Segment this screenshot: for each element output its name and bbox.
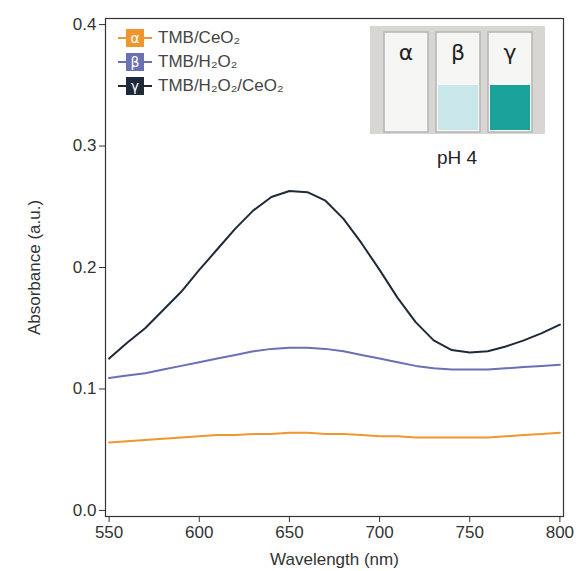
svg-text:β: β bbox=[451, 40, 465, 65]
svg-text:pH 4: pH 4 bbox=[437, 147, 478, 168]
html-text:TMB/H₂O₂/CeO₂: TMB/H₂O₂/CeO₂ bbox=[158, 76, 284, 95]
html-text:γ: γ bbox=[130, 78, 140, 94]
svg-text:0.3: 0.3 bbox=[73, 136, 97, 155]
svg-text:α: α bbox=[399, 40, 414, 65]
svg-text:γ: γ bbox=[503, 40, 516, 65]
svg-text:0.2: 0.2 bbox=[73, 258, 97, 277]
html-text:α: α bbox=[130, 30, 140, 46]
svg-text:550: 550 bbox=[95, 523, 123, 542]
svg-text:650: 650 bbox=[275, 523, 303, 542]
html-text:TMB/H₂O₂: TMB/H₂O₂ bbox=[158, 52, 238, 71]
svg-text:800: 800 bbox=[546, 523, 574, 542]
svg-text:0.4: 0.4 bbox=[73, 15, 97, 34]
svg-text:0.1: 0.1 bbox=[73, 379, 97, 398]
svg-text:Wavelength (nm): Wavelength (nm) bbox=[270, 550, 399, 569]
svg-text:600: 600 bbox=[185, 523, 213, 542]
html-text:β: β bbox=[130, 54, 140, 70]
svg-text:Absorbance (a.u.): Absorbance (a.u.) bbox=[25, 200, 44, 335]
svg-text:0.0: 0.0 bbox=[73, 501, 97, 520]
svg-text:750: 750 bbox=[456, 523, 484, 542]
html-text:TMB/CeO₂: TMB/CeO₂ bbox=[158, 28, 241, 47]
svg-text:700: 700 bbox=[365, 523, 393, 542]
